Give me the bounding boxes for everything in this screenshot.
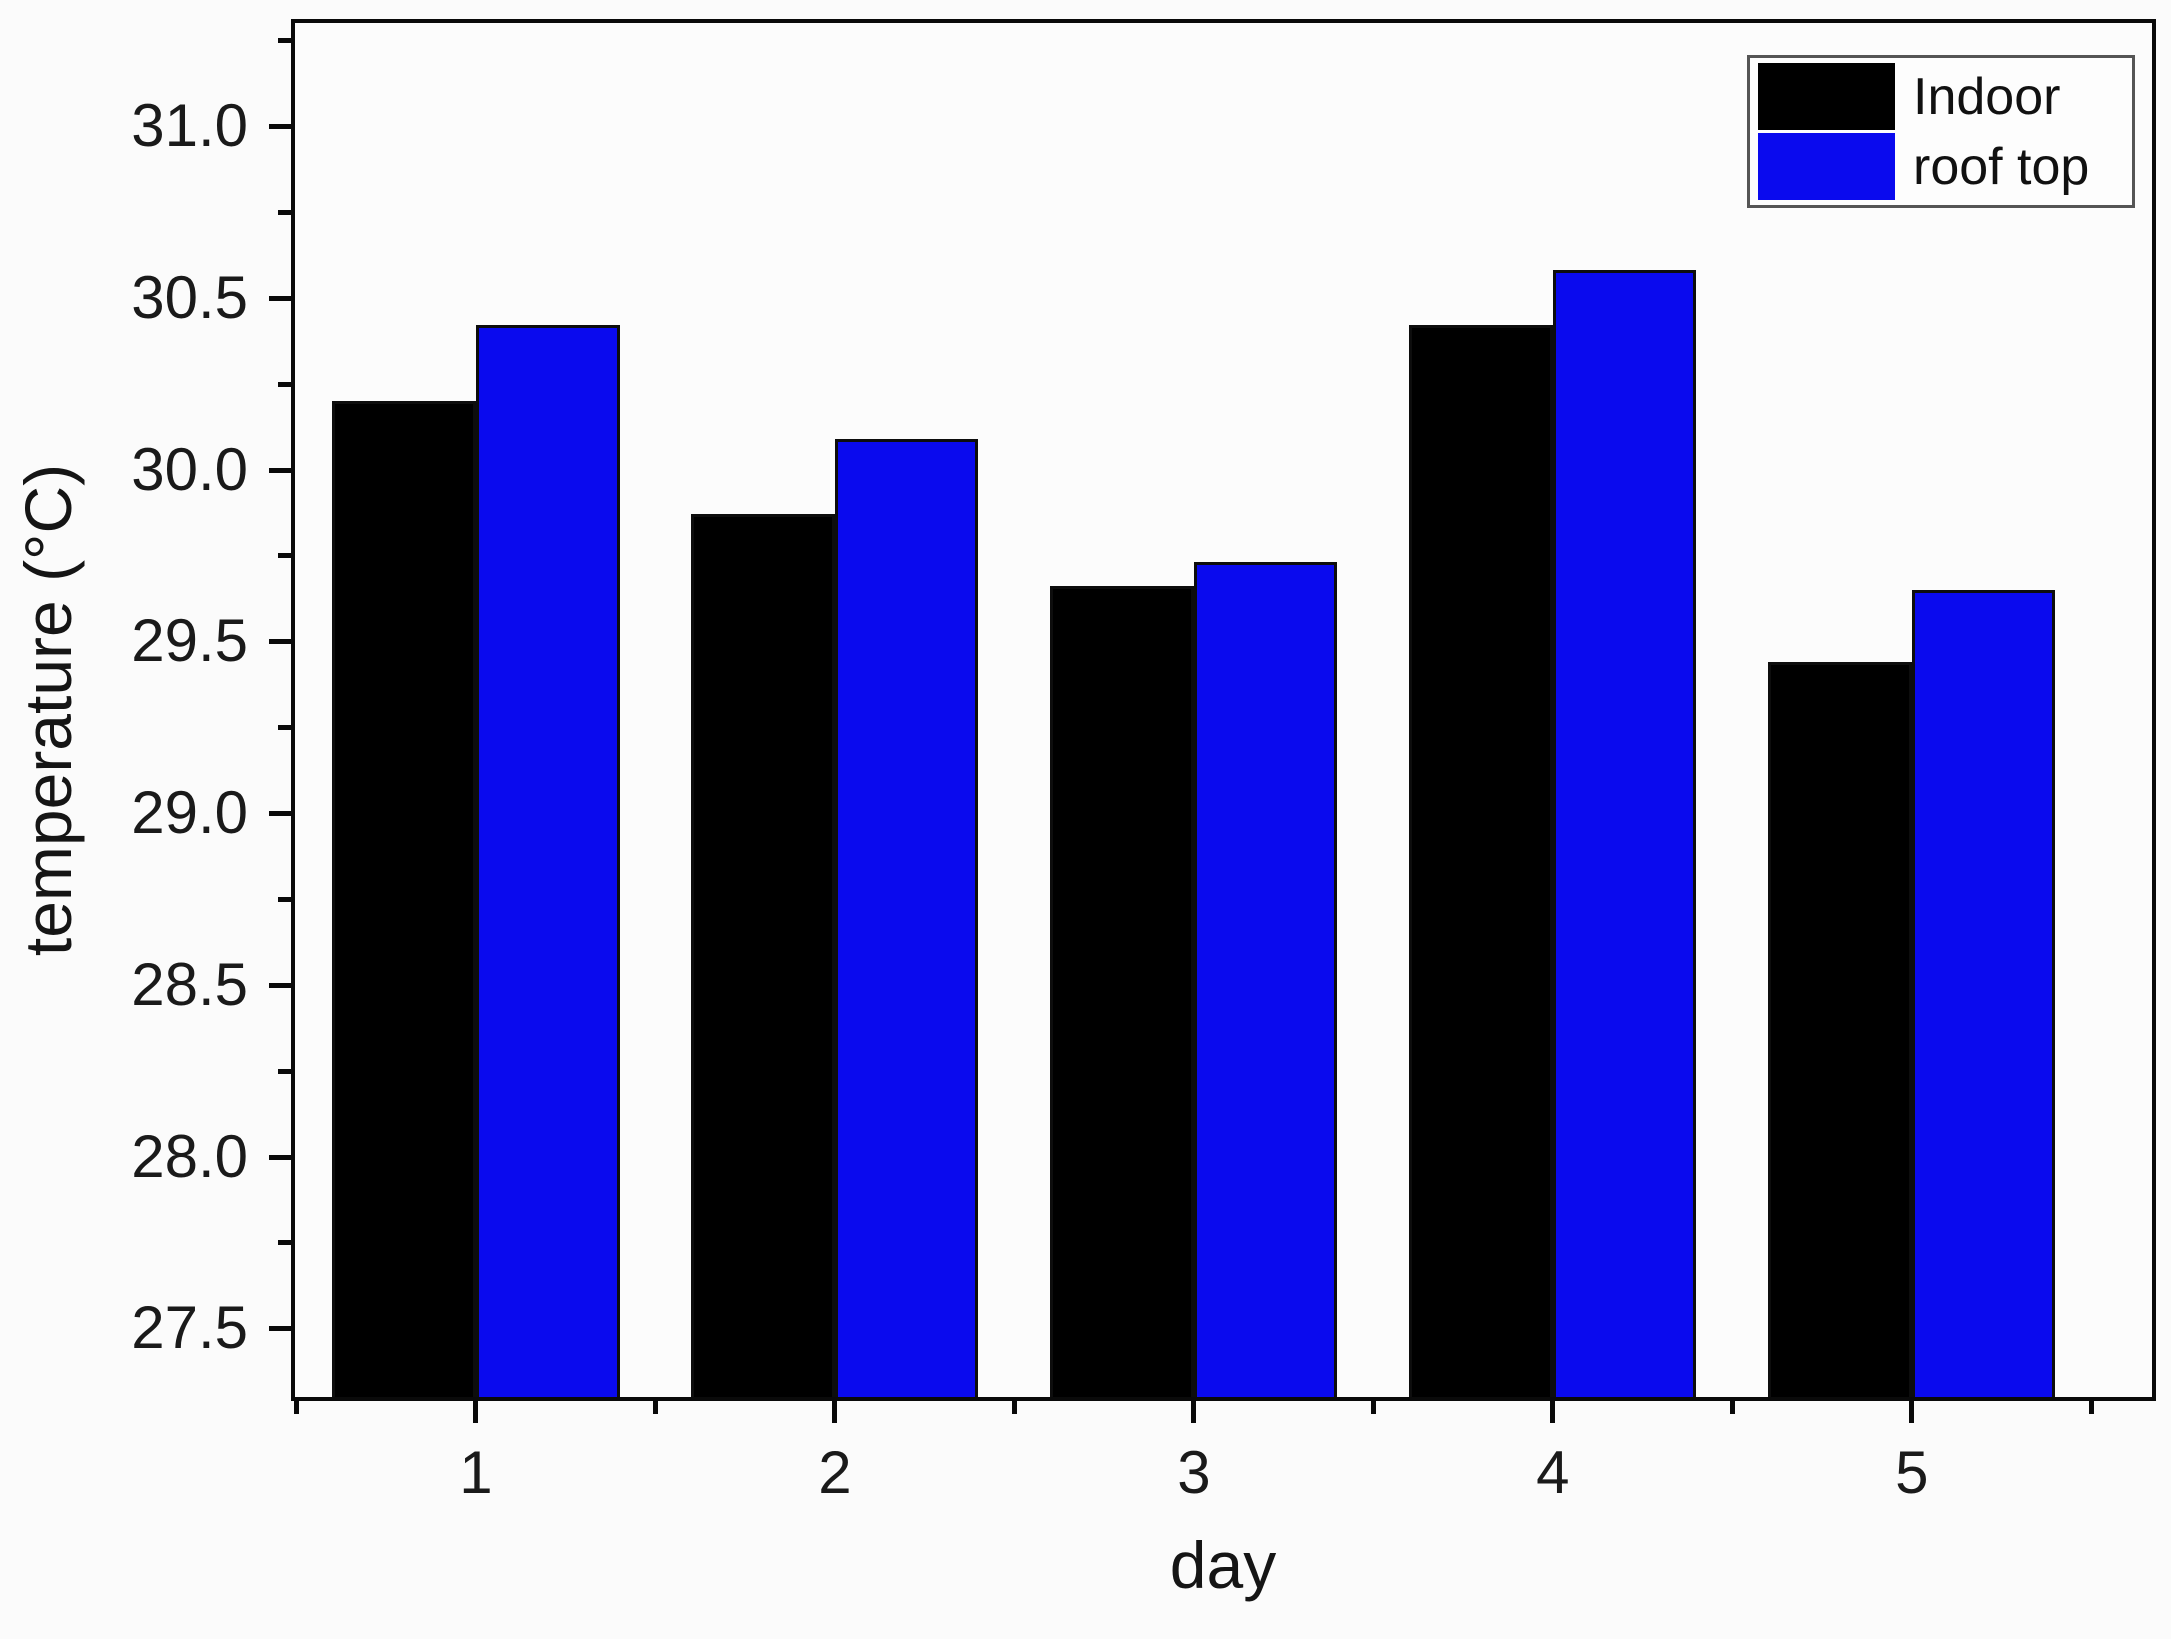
y-tick-label: 31.0 (131, 92, 248, 160)
y-minor-tick (278, 1068, 295, 1074)
y-major-tick (269, 1154, 295, 1160)
y-major-tick (269, 124, 295, 130)
bar-indoor-day-4 (1409, 325, 1553, 1397)
y-major-tick (269, 811, 295, 817)
bar-roof-top-day-5 (1911, 589, 2056, 1397)
x-axis-title: day (1169, 1528, 1277, 1602)
x-minor-tick (1729, 1399, 1735, 1414)
x-minor-tick (652, 1399, 658, 1414)
bar-roof-top-day-3 (1193, 562, 1338, 1397)
x-minor-tick (2088, 1399, 2094, 1414)
x-tick-label: 4 (1536, 1439, 1570, 1506)
y-minor-tick (278, 896, 295, 902)
x-major-tick (473, 1399, 479, 1423)
bar-roof-top-day-4 (1552, 270, 1697, 1397)
legend-swatch-indoor (1758, 63, 1895, 130)
legend-item-roof-top: roof top (1758, 133, 2124, 200)
x-minor-tick (293, 1399, 299, 1414)
y-tick-label: 30.5 (131, 263, 248, 331)
x-tick-label: 2 (818, 1439, 852, 1506)
y-tick-label: 28.5 (131, 950, 248, 1018)
y-minor-tick (278, 38, 295, 44)
y-major-tick (269, 639, 295, 645)
y-tick-label: 29.0 (131, 779, 248, 847)
bar-roof-top-day-1 (475, 325, 620, 1397)
y-minor-tick (278, 209, 295, 215)
x-minor-tick (1011, 1399, 1017, 1414)
x-tick-label: 3 (1177, 1439, 1211, 1506)
legend-swatch-roof-top (1758, 133, 1895, 200)
y-minor-tick (278, 1240, 295, 1246)
x-major-tick (832, 1399, 838, 1423)
y-tick-label: 27.5 (131, 1294, 248, 1362)
y-tick-label: 28.0 (131, 1122, 248, 1190)
y-minor-tick (278, 553, 295, 559)
y-tick-label: 30.0 (131, 435, 248, 503)
y-minor-tick (278, 725, 295, 731)
y-major-tick (269, 295, 295, 301)
legend-label: roof top (1913, 137, 2090, 196)
x-major-tick (1909, 1399, 1915, 1423)
legend-label: Indoor (1913, 67, 2061, 126)
bar-indoor-day-3 (1050, 586, 1194, 1397)
x-tick-label: 1 (459, 1439, 493, 1506)
bar-roof-top-day-2 (834, 438, 979, 1397)
bar-indoor-day-5 (1768, 661, 1912, 1397)
x-major-tick (1550, 1399, 1556, 1423)
y-tick-label: 29.5 (131, 607, 248, 675)
legend: Indoor roof top (1747, 55, 2135, 208)
x-minor-tick (1370, 1399, 1376, 1414)
y-major-tick (269, 1326, 295, 1332)
x-tick-label: 5 (1895, 1439, 1929, 1506)
legend-item-indoor: Indoor (1758, 63, 2124, 130)
x-major-tick (1191, 1399, 1197, 1423)
y-major-tick (269, 982, 295, 988)
bar-indoor-day-2 (691, 514, 835, 1397)
y-minor-tick (278, 381, 295, 387)
y-major-tick (269, 467, 295, 473)
bar-indoor-day-1 (332, 400, 476, 1397)
